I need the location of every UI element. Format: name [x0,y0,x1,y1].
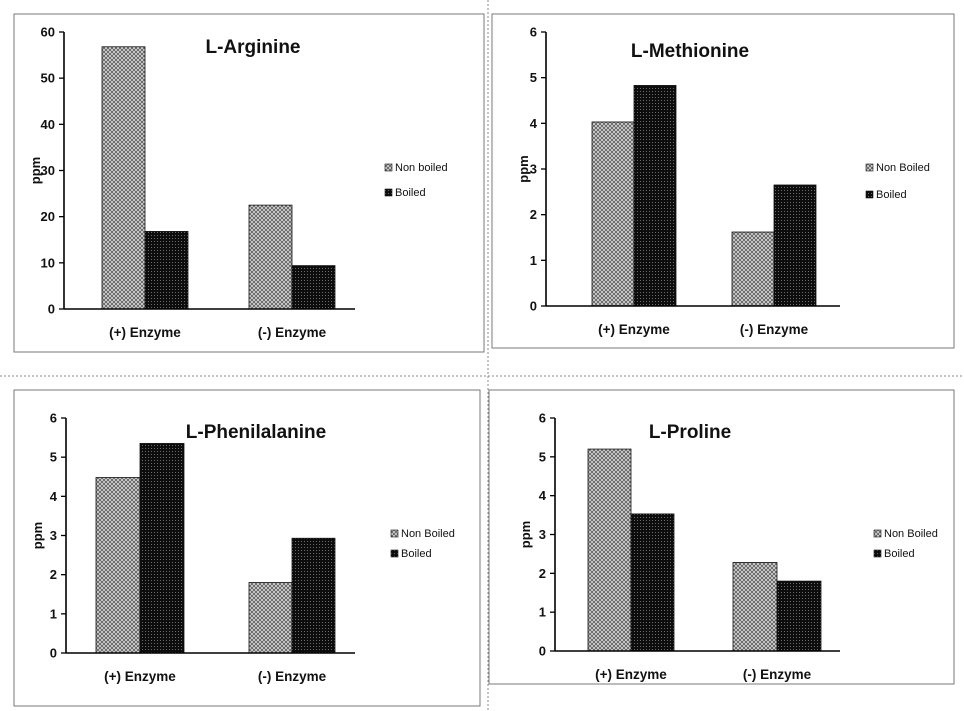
bar [139,443,185,654]
y-tick-label: 6 [530,25,537,40]
y-axis-label: ppm [30,522,45,549]
bar [587,448,632,652]
bar [633,85,677,307]
y-tick-label: 3 [539,527,546,542]
chart-panel: 0 1 2 3 4 5 6 (+) Enzyme (-) Enzyme ppm L-Proline N… [488,389,955,685]
y-tick-label: 2 [530,207,537,222]
x-tick-label: (+) Enzyme [595,667,667,682]
y-tick-label: 6 [539,411,546,426]
y-tick-label: 4 [530,116,538,131]
chart-title: L-Proline [649,422,731,443]
chart-title: L-Arginine [206,37,301,58]
y-tick-label: 0 [48,302,55,317]
y-tick-label: 0 [530,299,537,314]
y-tick-label: 2 [50,567,57,582]
legend-label: Boiled [395,187,426,199]
x-tick-label: (-) Enzyme [740,322,809,337]
x-tick-label: (+) Enzyme [598,322,670,337]
bar [95,477,141,654]
y-tick-label: 0 [50,646,57,661]
legend-swatch [865,163,874,172]
bar [144,231,189,310]
legend-label: Boiled [884,548,915,560]
legend-swatch [390,549,399,558]
legend-label: Non Boiled [876,162,930,174]
x-tick-label: (-) Enzyme [258,669,327,684]
y-tick-label: 0 [539,644,546,659]
y-tick-label: 3 [530,162,537,177]
bar [101,46,146,310]
y-tick-label: 50 [41,71,55,86]
legend-swatch [873,529,882,538]
chart-frame [13,13,485,353]
bar [291,265,336,310]
bar [773,184,817,307]
legend-swatch [873,549,882,558]
chart-frame [491,13,955,349]
y-tick-label: 6 [50,411,57,426]
y-tick-label: 40 [41,117,55,132]
bar [732,562,778,652]
y-tick-label: 2 [539,566,546,581]
x-tick-label: (-) Enzyme [743,667,812,682]
chart-frame [13,389,481,707]
y-axis-label: ppm [28,157,43,184]
chart-frame [488,389,955,685]
legend-label: Non Boiled [401,528,455,540]
legend-label: Non Boiled [884,528,938,540]
chart-panel: 0 1 2 3 4 5 6 (+) Enzyme (-) Enzyme ppm L-Phenilal… [13,389,481,707]
y-tick-label: 4 [50,489,58,504]
legend-label: Boiled [401,548,432,560]
y-tick-label: 5 [530,70,537,85]
y-tick-label: 5 [50,450,57,465]
y-tick-label: 60 [41,25,55,40]
x-tick-label: (+) Enzyme [104,669,176,684]
legend-swatch [384,163,393,172]
bar [591,121,635,307]
bar [630,513,675,652]
bar [248,582,293,654]
x-tick-label: (+) Enzyme [109,325,181,340]
chart-panel: 0 1 2 3 4 5 6 (+) Enzyme (-) Enzyme ppm L-Methioni… [491,13,955,349]
bar [776,580,822,652]
y-tick-label: 1 [539,605,546,620]
bar [248,204,293,310]
x-tick-label: (-) Enzyme [258,325,327,340]
legend-swatch [390,529,399,538]
y-tick-label: 4 [539,488,547,503]
y-tick-label: 3 [50,528,57,543]
legend-swatch [384,188,393,197]
chart-title: L-Methionine [631,41,749,62]
bar [291,537,336,654]
legend-label: Non boiled [395,162,448,174]
y-tick-label: 1 [50,606,57,621]
y-tick-label: 30 [41,163,55,178]
y-axis-label: ppm [518,521,533,548]
y-tick-label: 20 [41,209,55,224]
legend-swatch [865,190,874,199]
legend-label: Boiled [876,189,907,201]
y-tick-label: 10 [41,255,55,270]
y-tick-label: 1 [530,253,537,268]
bar [731,231,775,307]
y-tick-label: 5 [539,449,546,464]
chart-panel: 0 10 20 30 40 50 60 (+) Enzyme (-) Enzyme ppm L-Ar… [13,13,485,353]
chart-title: L-Phenilalanine [186,422,326,443]
y-axis-label: ppm [516,155,531,182]
